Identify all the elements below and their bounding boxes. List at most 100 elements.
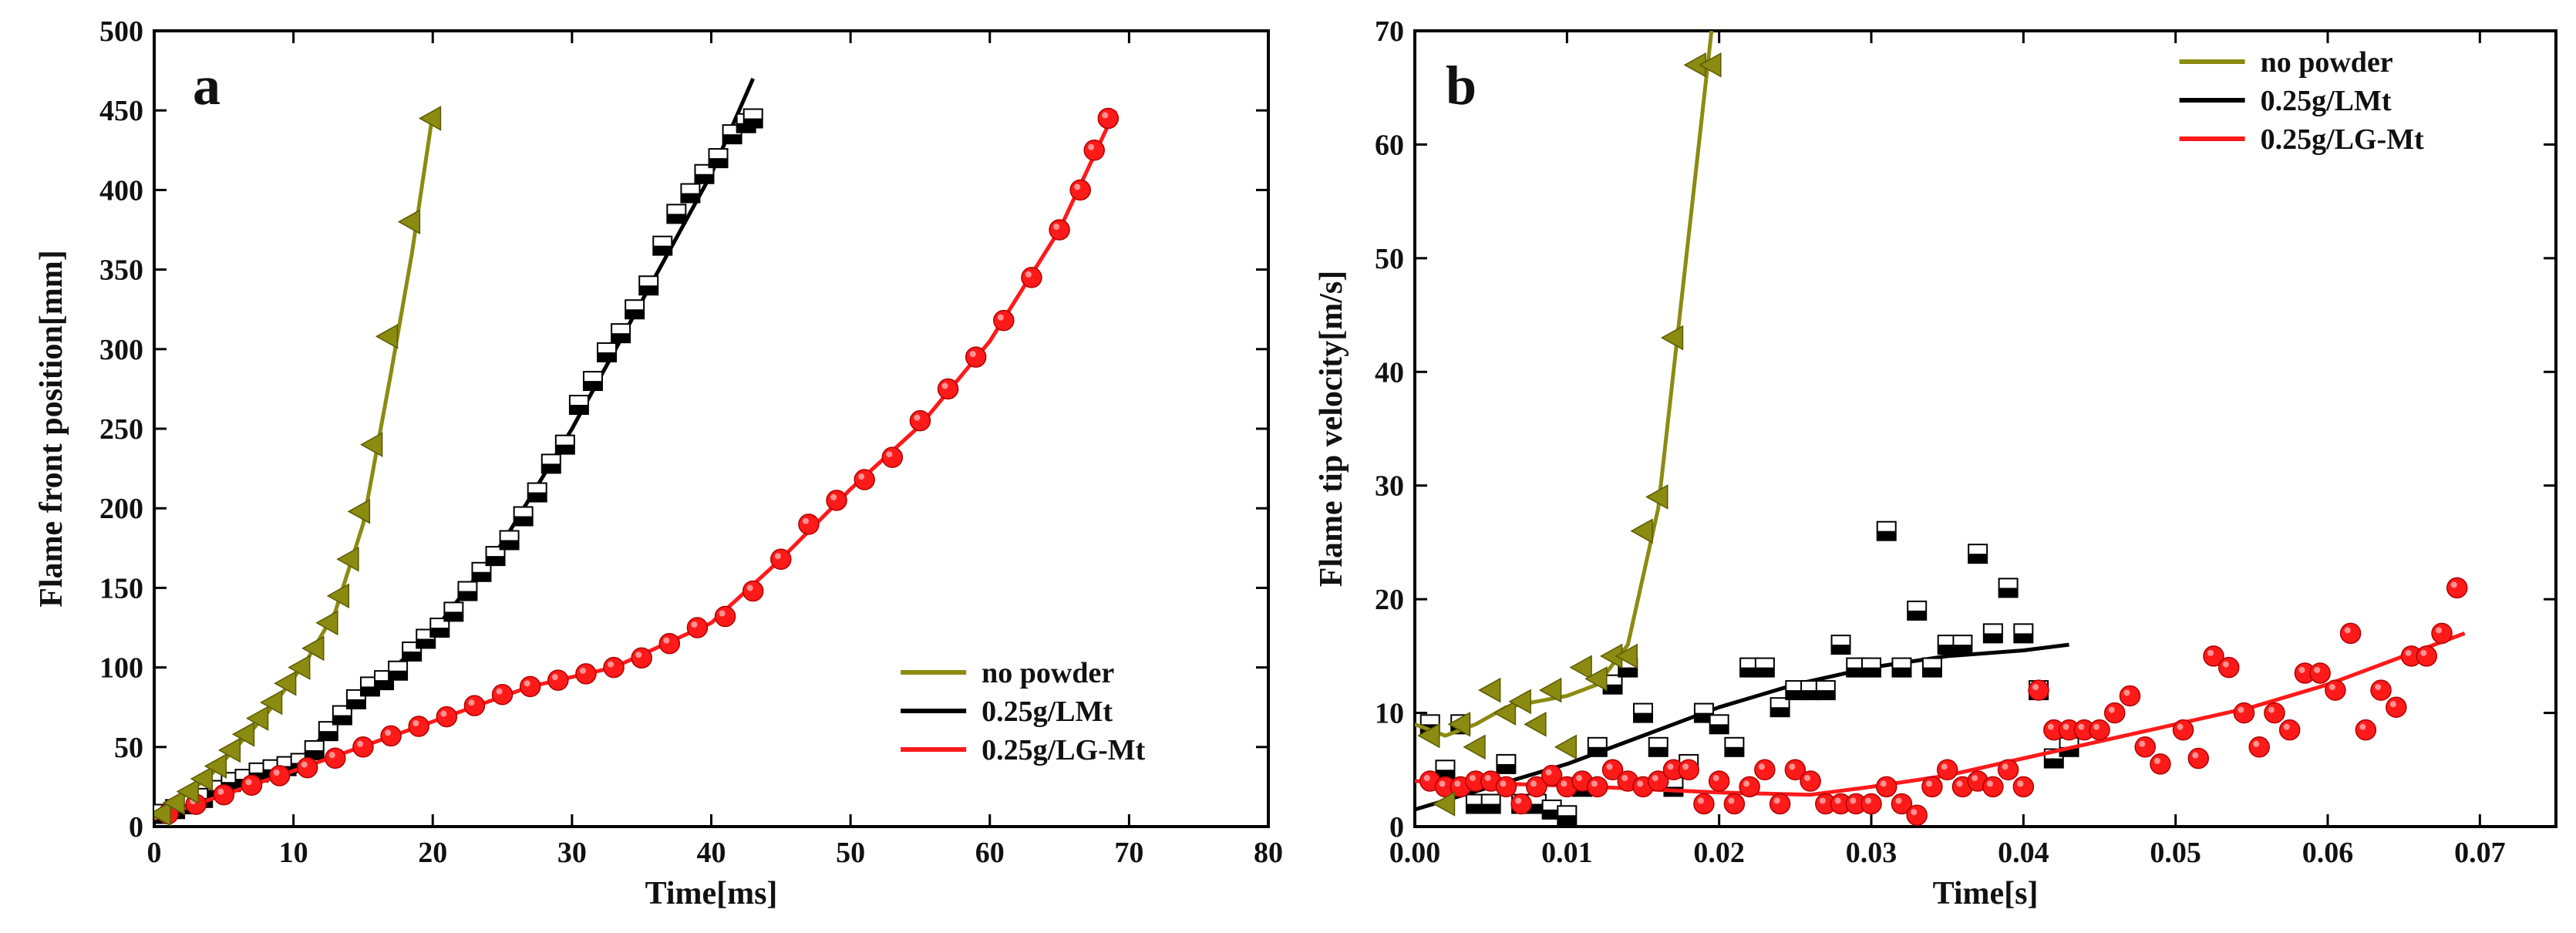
marker-square-fill <box>667 214 686 224</box>
data-point-no-powder <box>315 610 338 636</box>
data-point-no-powder <box>326 583 349 608</box>
data-point-0-25g-lg-mt <box>2119 685 2141 707</box>
marker-highlight <box>2153 757 2160 764</box>
data-point-no-powder <box>176 779 199 804</box>
marker-triangle <box>231 722 255 747</box>
data-point-0-25g-lmt <box>388 660 409 681</box>
data-point-0-25g-lg-mt <box>1936 759 1958 781</box>
marker-highlight <box>1545 769 1552 776</box>
marker-highlight <box>1834 797 1841 804</box>
data-point-0-25g-lg-mt <box>2134 736 2156 758</box>
marker-highlight <box>496 688 503 695</box>
data-point-0-25g-lg-mt <box>2103 702 2126 724</box>
marker-highlight <box>1941 763 1948 770</box>
marker-highlight <box>2375 684 2382 691</box>
marker-triangle <box>176 779 199 804</box>
marker-triangle <box>326 583 349 608</box>
marker-highlight <box>1439 780 1446 787</box>
marker-highlight <box>2329 684 2335 691</box>
marker-circle <box>2325 679 2346 701</box>
data-point-0-25g-lg-mt <box>1997 759 2019 781</box>
marker-highlight <box>2062 723 2069 730</box>
data-point-no-powder <box>204 753 227 779</box>
data-point-0-25g-lmt <box>1861 657 1881 678</box>
marker-triangle <box>154 801 171 827</box>
marker-circle <box>1083 140 1105 161</box>
marker-triangle <box>1478 677 1501 703</box>
marker-triangle <box>1699 52 1722 78</box>
y-tick-label: 70 <box>1375 15 1404 48</box>
data-point-no-powder <box>259 689 283 716</box>
data-point-0-25g-lg-mt <box>1800 770 1821 792</box>
chart-panel-a: 0 10 20 30 40 50 60 70 80 0 50 100 150 200 250 300 350 40… <box>34 15 1283 911</box>
data-point-0-25g-lg-mt <box>1875 776 1897 798</box>
marker-circle <box>1800 770 1821 792</box>
marker-highlight <box>2238 706 2244 713</box>
marker-square-fill <box>430 628 450 637</box>
data-point-0-25g-lg-mt <box>2217 656 2240 679</box>
marker-square-fill <box>458 591 477 601</box>
data-point-0-25g-lmt <box>527 482 547 503</box>
marker-highlight <box>2017 780 2024 787</box>
marker-highlight <box>440 710 447 717</box>
marker-circle <box>519 675 541 698</box>
y-tick-label: 200 <box>99 493 143 525</box>
data-point-0-25g-lg-mt <box>408 716 429 737</box>
data-point-0-25g-lmt <box>652 235 673 256</box>
marker-circle <box>2134 736 2156 758</box>
legend: no powder 0.25g/LMt 0.25g/LG-Mt <box>2179 46 2424 156</box>
data-point-no-powder <box>1660 325 1684 351</box>
marker-highlight <box>830 493 837 500</box>
data-point-no-powder <box>288 655 311 680</box>
marker-highlight <box>719 610 726 617</box>
marker-square-fill <box>611 333 631 343</box>
y-tick-label: 30 <box>1375 470 1404 503</box>
marker-highlight <box>1591 780 1598 787</box>
marker-highlight <box>2405 649 2412 656</box>
data-point-0-25g-lg-mt <box>2233 702 2255 724</box>
marker-circle <box>1860 793 1882 815</box>
marker-square-fill <box>1847 667 1866 677</box>
data-point-0-25g-lmt <box>708 148 729 169</box>
marker-circle <box>352 736 374 758</box>
data-point-0-25g-lg-mt <box>2294 662 2316 684</box>
data-point-0-25g-lg-mt <box>2339 622 2362 645</box>
marker-circle <box>2233 702 2255 724</box>
data-point-0-25g-lg-mt <box>909 409 931 432</box>
data-point-0-25g-lg-mt <box>2187 747 2210 770</box>
data-point-0-25g-lmt <box>1952 635 1973 655</box>
marker-circle <box>2187 747 2210 770</box>
data-point-0-25g-lg-mt <box>519 675 541 698</box>
marker-circle <box>937 378 959 400</box>
x-tick-label: 80 <box>1254 837 1283 869</box>
marker-highlight <box>1500 780 1507 787</box>
marker-triangle <box>1584 666 1608 692</box>
legend-label-no-powder: no powder <box>982 657 1114 689</box>
data-point-0-25g-lg-mt <box>2431 622 2453 645</box>
y-tick-label: 40 <box>1375 356 1404 389</box>
legend: no powder 0.25g/LMt 0.25g/LG-Mt <box>901 657 1146 766</box>
data-point-no-powder <box>1508 689 1531 715</box>
marker-triangle <box>360 432 383 457</box>
marker-square-fill <box>1922 667 1941 677</box>
marker-square-fill <box>1436 770 1455 780</box>
data-point-0-25g-lmt <box>554 434 575 455</box>
data-point-0-25g-lmt <box>443 601 464 622</box>
marker-circle <box>993 309 1015 332</box>
marker-highlight <box>2139 740 2146 747</box>
marker-triangle <box>301 635 325 662</box>
marker-square-fill <box>332 715 352 725</box>
marker-highlight <box>691 621 698 628</box>
marker-square-fill <box>1634 712 1652 722</box>
marker-highlight <box>2389 701 2396 708</box>
data-point-no-powder <box>1478 677 1501 703</box>
marker-square-fill <box>653 245 672 255</box>
legend-label-0-25g-lg-mt: 0.25g/LG-Mt <box>982 734 1145 766</box>
x-tick-label: 0.01 <box>1541 837 1593 869</box>
marker-square-fill <box>625 309 645 319</box>
data-point-no-powder <box>347 499 371 524</box>
data-point-0-25g-lg-mt <box>575 663 597 685</box>
marker-square-fill <box>722 134 742 144</box>
marker-circle <box>241 774 263 797</box>
data-point-0-25g-lmt <box>1754 657 1775 678</box>
